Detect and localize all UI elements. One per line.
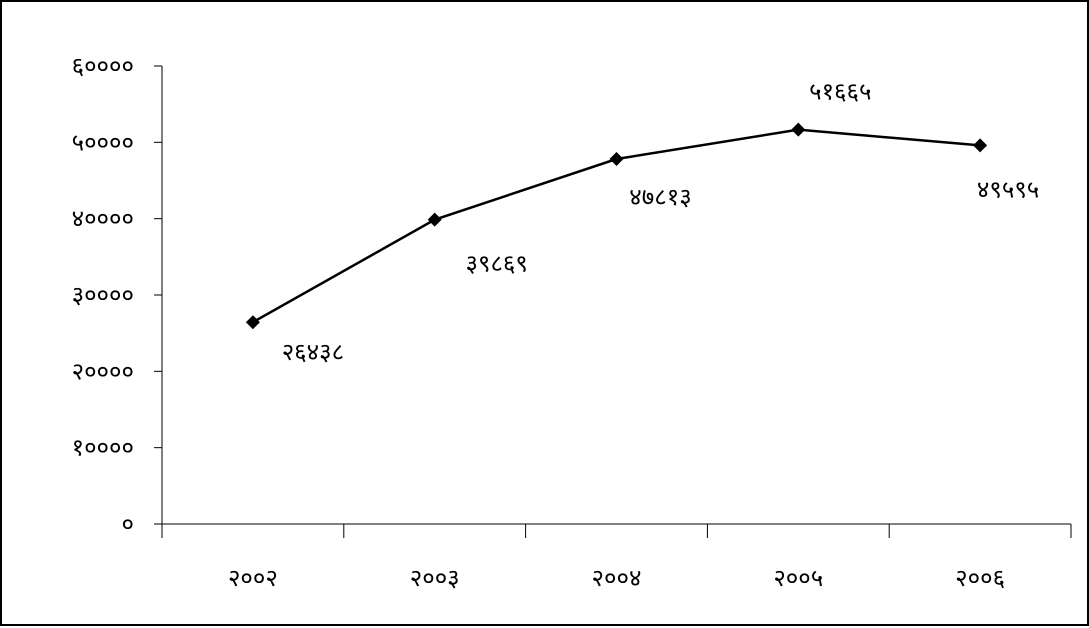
data-point-marker <box>245 315 260 330</box>
data-point-marker <box>427 212 442 227</box>
y-tick-label: २०००० <box>72 357 134 385</box>
x-tick-label: २००५ <box>773 564 823 592</box>
y-tick-label: ३०००० <box>72 281 134 309</box>
y-tick-label: ४०००० <box>72 205 134 233</box>
data-label: २६४३८ <box>282 338 344 366</box>
data-label: ३९८६९ <box>465 250 527 278</box>
y-tick-label: १०००० <box>72 434 134 462</box>
y-tick-label: ० <box>122 510 134 538</box>
data-point-marker <box>973 138 988 153</box>
data-point-marker <box>791 122 806 137</box>
x-tick-label: २००२ <box>228 564 278 592</box>
y-tick-label: ६०००० <box>72 52 134 80</box>
data-labels: २६४३८ ३९८६९ ४७८१३ ५१६६५ ४९५९५ <box>282 78 1040 367</box>
x-tick-label: २००४ <box>592 564 642 592</box>
data-label: ४७८१३ <box>629 183 691 211</box>
x-tick-label: २००३ <box>410 564 460 592</box>
tick-labels: ० १०००० २०००० ३०००० ४०००० ५०००० ६०००० २००२ २००३ २… <box>72 52 1005 592</box>
axes <box>154 65 1072 538</box>
data-point-marker <box>609 152 624 167</box>
x-tick-label: २००६ <box>955 564 1005 592</box>
data-label: ४९५९५ <box>977 175 1039 203</box>
series-layer <box>245 122 988 330</box>
data-label: ५१६६५ <box>809 78 871 106</box>
y-tick-label: ५०००० <box>72 128 134 156</box>
